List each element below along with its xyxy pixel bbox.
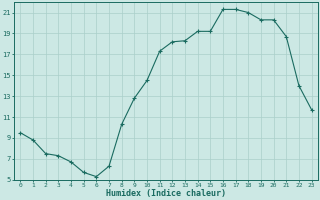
X-axis label: Humidex (Indice chaleur): Humidex (Indice chaleur) [106,189,226,198]
